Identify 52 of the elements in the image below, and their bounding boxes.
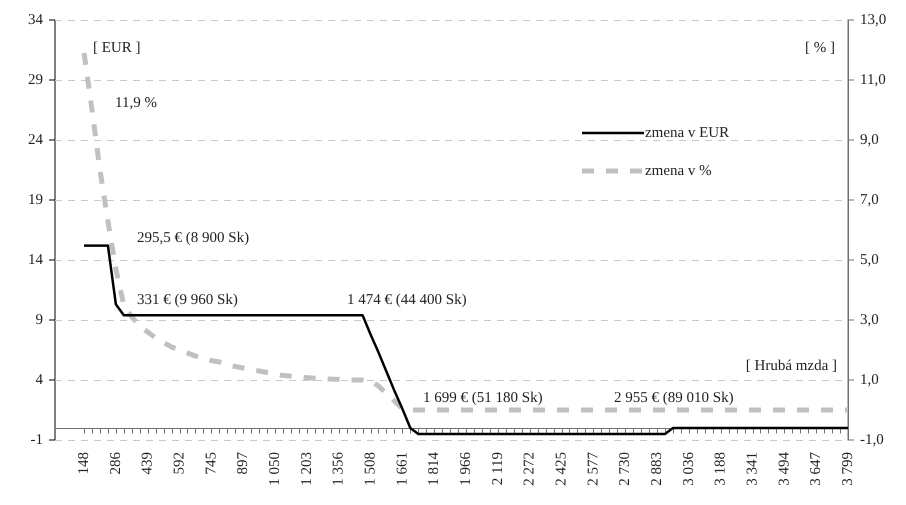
x-axis-title: [ Hrubá mzda ]	[746, 358, 837, 374]
annotation: 11,9 %	[115, 95, 157, 111]
annotation: 295,5 € (8 900 Sk)	[137, 230, 250, 246]
x-tick-label: 439	[140, 452, 156, 474]
x-tick-label: 2 119	[490, 452, 506, 486]
legend-label: zmena v EUR	[645, 124, 730, 141]
y-tick-label: 9	[36, 312, 43, 328]
x-tick-label: 1 814	[426, 452, 442, 486]
y2-axis-title: [ % ]	[805, 40, 835, 56]
y-tick-label: 34	[28, 12, 44, 28]
annotation: 1 474 € (44 400 Sk)	[347, 292, 467, 308]
annotation: 1 699 € (51 180 Sk)	[423, 390, 543, 406]
x-tick-label: 286	[108, 452, 124, 474]
x-tick-label: 2 883	[648, 452, 665, 486]
x-tick-label: 592	[171, 452, 188, 474]
y-tick-label: -1	[30, 432, 43, 448]
y-tick-label: 19	[28, 192, 43, 208]
annotation: 2 955 € (89 010 Sk)	[614, 390, 734, 406]
x-tick-label: 3 647	[808, 452, 824, 486]
x-tick-label: 3 799	[840, 452, 856, 486]
x-tick-label: 2 577	[585, 452, 602, 486]
y2-tick-label: -1,0	[860, 432, 884, 448]
y2-tick-label: 9,0	[860, 132, 879, 148]
x-tick-label: 1 203	[298, 452, 315, 486]
x-tick-label: 2 425	[553, 452, 570, 486]
x-tick-label: 3 494	[776, 452, 792, 486]
x-tick-label: 148	[76, 452, 92, 474]
x-tick-label: 3 188	[712, 452, 729, 486]
x-tick-label: 1 661	[394, 452, 410, 486]
x-tick-label: 3 036	[680, 452, 697, 486]
x-tick-label: 2 272	[522, 452, 538, 486]
y2-tick-label: 7,0	[860, 192, 879, 208]
x-tick-label: 897	[235, 452, 252, 474]
y2-tick-label: 3,0	[860, 312, 879, 328]
annotation: 331 € (9 960 Sk)	[137, 292, 238, 308]
x-tick-label: 1 966	[458, 452, 474, 486]
x-tick-label: 745	[203, 452, 220, 474]
y2-tick-label: 13,0	[860, 12, 886, 28]
y2-tick-label: 1,0	[860, 372, 879, 388]
y2-tick-label: 5,0	[860, 252, 879, 268]
x-tick-label: 2 730	[617, 452, 634, 486]
x-tick-label: 1 356	[330, 452, 347, 486]
x-tick-label: 1 508	[362, 452, 378, 486]
y2-tick-label: 11,0	[860, 72, 886, 88]
y-tick-label: 29	[28, 72, 43, 88]
x-tick-label: 3 341	[744, 452, 760, 486]
y-axis-title: [ EUR ]	[93, 40, 140, 56]
y-tick-label: 24	[28, 132, 44, 148]
y-tick-label: 4	[36, 372, 44, 388]
y-tick-label: 14	[28, 252, 44, 268]
x-tick-label: 1 050	[266, 452, 283, 486]
legend-label: zmena v %	[645, 162, 712, 179]
